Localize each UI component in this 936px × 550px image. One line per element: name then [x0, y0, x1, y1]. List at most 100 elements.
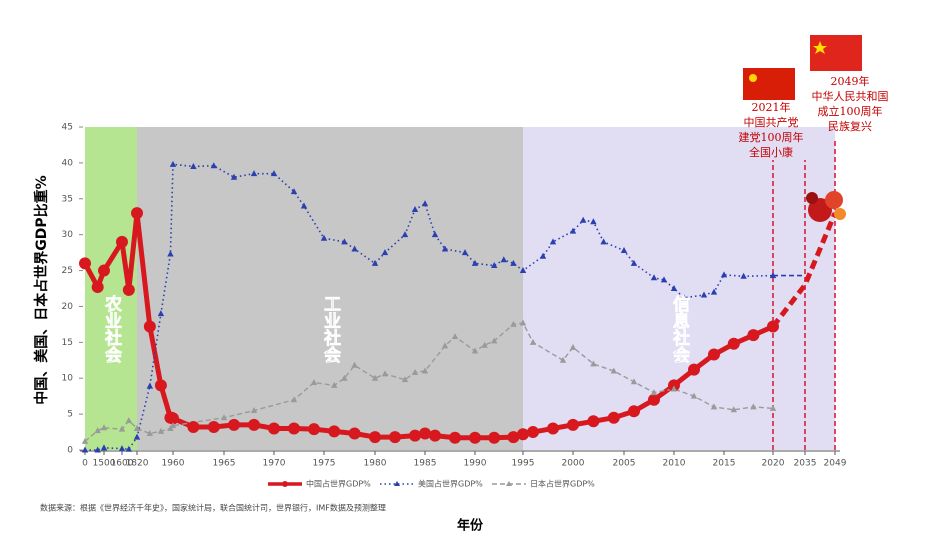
annotation-text: 成立100周年: [818, 104, 883, 118]
data-point: [308, 423, 320, 436]
y-tick-label: 40: [62, 158, 74, 168]
data-point: [401, 231, 409, 238]
annotation-text: 全国小康: [749, 145, 793, 159]
data-point: [288, 422, 300, 435]
y-tick-label: 10: [62, 374, 74, 384]
data-point: [187, 421, 200, 434]
data-point: [630, 378, 638, 385]
y-tick-label: 35: [62, 194, 73, 204]
data-point: [690, 392, 698, 399]
data-point: [381, 249, 389, 256]
data-point: [116, 235, 128, 248]
data-point: [401, 376, 409, 383]
data-point: [100, 444, 108, 451]
data-point: [290, 396, 298, 403]
x-tick-label: 2005: [613, 459, 636, 469]
data-point: [310, 379, 318, 386]
data-point: [607, 411, 620, 424]
y-tick-label: 0: [67, 446, 73, 456]
data-point: [549, 238, 557, 245]
data-point: [94, 446, 101, 453]
data-point: [600, 238, 607, 245]
data-point: [471, 259, 479, 266]
data-point: [569, 227, 577, 234]
x-tick-label: 2010: [663, 459, 686, 469]
x-tick-label: 1975: [313, 459, 336, 469]
data-point: [688, 363, 700, 376]
data-point: [351, 361, 358, 368]
data-point: [125, 445, 133, 452]
data-point: [708, 348, 720, 361]
data-point: [769, 404, 777, 411]
annotation-text: 中华人民共和国: [812, 89, 889, 103]
data-point: [79, 257, 91, 270]
era-band: [523, 127, 835, 450]
data-point: [81, 437, 89, 444]
data-point: [270, 170, 278, 177]
x-tick-label: 1980: [364, 459, 387, 469]
data-point: [133, 433, 141, 440]
data-point: [567, 418, 579, 431]
data-point: [628, 405, 640, 418]
data-point: [670, 285, 678, 291]
data-point: [527, 426, 539, 439]
data-point: [331, 381, 338, 388]
data-point: [389, 431, 401, 444]
x-tick-label: 1500: [93, 459, 116, 469]
data-point: [167, 250, 174, 257]
data-point: [650, 389, 658, 396]
data-point: [587, 415, 600, 428]
flag-icon: [810, 35, 862, 71]
data-point: [429, 429, 441, 442]
data-point: [510, 320, 517, 327]
legend-marker: [506, 481, 512, 486]
dragon-part: [825, 191, 843, 209]
data-point: [481, 341, 488, 348]
flag-icon: [743, 68, 795, 100]
legend-marker: [282, 481, 288, 487]
legend-marker: [394, 481, 400, 486]
data-point: [491, 337, 498, 344]
data-point: [519, 319, 527, 326]
y-tick-label: 25: [62, 266, 73, 276]
data-point: [371, 259, 379, 266]
data-point: [740, 272, 747, 279]
data-point: [441, 342, 449, 349]
x-tick-label: 1965: [213, 459, 236, 469]
x-tick-label: 0: [82, 459, 88, 469]
data-point: [519, 267, 527, 274]
data-point: [488, 431, 501, 444]
data-point: [700, 291, 708, 298]
data-point: [210, 162, 217, 169]
data-point: [351, 245, 358, 252]
data-point: [449, 431, 461, 444]
dragon-icon: [806, 191, 846, 222]
legend-label: 中国占世界GDP%: [306, 479, 371, 489]
data-point: [419, 427, 431, 440]
annotation-text: 民族复兴: [828, 119, 872, 133]
data-point: [507, 431, 520, 444]
data-point: [469, 431, 481, 444]
data-point: [500, 256, 507, 263]
data-point: [517, 428, 529, 441]
data-point: [451, 333, 459, 340]
data-point: [300, 202, 308, 209]
data-point: [660, 276, 668, 283]
data-point: [133, 424, 141, 431]
data-point: [371, 374, 379, 381]
data-point: [320, 234, 328, 241]
data-point: [91, 281, 104, 294]
x-tick-label: 1995: [512, 459, 535, 469]
data-point: [648, 393, 660, 406]
flag-emblem: [749, 74, 757, 82]
data-point: [98, 264, 110, 277]
data-point: [421, 200, 429, 207]
source-note: 数据来源：根据《世界经济千年史》，国家统计局，联合国统计司，世界银行，IMF数据…: [40, 503, 386, 513]
data-point: [727, 337, 740, 350]
data-point: [190, 162, 197, 169]
data-point: [471, 347, 479, 354]
data-point: [228, 418, 240, 431]
data-point: [146, 429, 154, 436]
x-tick-label: 2049: [824, 459, 847, 469]
dragon-part: [834, 208, 846, 220]
